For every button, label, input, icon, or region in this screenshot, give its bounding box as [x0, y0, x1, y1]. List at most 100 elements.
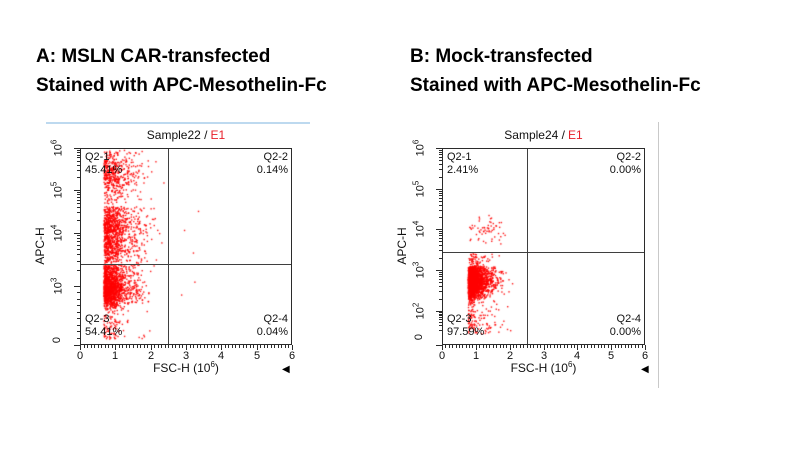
x-tick-label: 0	[76, 350, 84, 362]
plot-a-gate-name: E1	[210, 128, 226, 142]
y-axis-minor-tick	[439, 330, 442, 331]
x-axis-minor-tick	[243, 345, 244, 348]
x-axis-minor-tick	[581, 345, 582, 348]
x-axis-minor-tick	[182, 345, 183, 348]
x-tick-label: 2	[147, 350, 155, 362]
x-axis-tick	[577, 345, 578, 350]
y-axis-minor-tick	[439, 195, 442, 196]
x-axis-minor-tick	[235, 345, 236, 348]
x-axis-minor-tick	[513, 345, 514, 348]
x-axis-tick	[476, 345, 477, 350]
x-axis-minor-tick	[486, 345, 487, 348]
x-tick-label: 3	[182, 350, 190, 362]
y-axis-minor-tick	[439, 241, 442, 242]
x-axis-minor-tick	[211, 345, 212, 348]
x-axis-minor-tick	[618, 345, 619, 348]
y-axis-minor-tick	[77, 249, 80, 250]
y-axis-minor-tick	[77, 331, 80, 332]
x-axis-minor-tick	[260, 345, 261, 348]
x-axis-minor-tick	[140, 345, 141, 348]
y-axis-minor-tick	[439, 250, 442, 251]
x-axis-minor-tick	[452, 345, 453, 348]
quadrant-gate-horizontal	[443, 252, 644, 253]
x-tick-label: 4	[573, 350, 581, 362]
plot-b-gate-name: E1	[568, 128, 583, 142]
x-axis-minor-tick	[175, 345, 176, 348]
y-axis-minor-tick	[77, 192, 80, 193]
x-axis-minor-tick	[493, 345, 494, 348]
x-tick-label: 1	[472, 350, 480, 362]
y-axis-minor-tick	[77, 270, 80, 271]
y-axis-minor-tick	[77, 241, 80, 242]
x-axis-minor-tick	[179, 345, 180, 348]
x-axis-minor-tick	[489, 345, 490, 348]
panel-a-heading-line1: A: MSLN CAR-transfected	[36, 46, 271, 67]
x-axis-minor-tick	[281, 345, 282, 348]
x-axis-minor-tick	[193, 345, 194, 348]
x-axis-minor-tick	[274, 345, 275, 348]
y-axis-minor-tick	[77, 238, 80, 239]
y-tick-label: 106	[411, 139, 427, 157]
y-tick-label: 0	[51, 336, 63, 344]
x-axis-minor-tick	[129, 345, 130, 348]
y-axis-tick	[436, 189, 442, 190]
x-axis-minor-tick	[621, 345, 622, 348]
x-tick-label: 2	[506, 350, 514, 362]
y-axis-minor-tick	[439, 193, 442, 194]
x-axis-minor-tick	[239, 345, 240, 348]
y-axis-minor-tick	[439, 154, 442, 155]
x-axis-minor-tick	[232, 345, 233, 348]
axis-scroll-arrow-b-icon[interactable]: ◀	[641, 364, 649, 375]
y-axis-tick	[436, 229, 442, 230]
x-axis-minor-tick	[574, 345, 575, 348]
x-axis-tick	[115, 345, 116, 350]
quadrant-gate-vertical	[168, 149, 169, 344]
y-axis-minor-tick	[77, 177, 80, 178]
x-axis-minor-tick	[591, 345, 592, 348]
y-axis-minor-tick	[77, 245, 80, 246]
y-axis-minor-tick	[439, 258, 442, 259]
x-axis-minor-tick	[506, 345, 507, 348]
y-axis-minor-tick	[77, 152, 80, 153]
x-axis-minor-tick	[598, 345, 599, 348]
x-axis-minor-tick	[285, 345, 286, 348]
x-axis-minor-tick	[271, 345, 272, 348]
y-axis-minor-tick	[439, 245, 442, 246]
x-axis-tick	[257, 345, 258, 350]
x-axis-minor-tick	[105, 345, 106, 348]
y-axis-minor-tick	[77, 150, 80, 151]
y-axis-minor-tick	[439, 319, 442, 320]
x-tick-label: 0	[438, 350, 446, 362]
x-axis-minor-tick	[604, 345, 605, 348]
x-axis-minor-tick	[466, 345, 467, 348]
x-axis-minor-tick	[571, 345, 572, 348]
y-axis-minor-tick	[439, 160, 442, 161]
plot-b-x-axis-label: FSC-H (106)	[442, 360, 645, 375]
x-axis-minor-tick	[158, 345, 159, 348]
y-axis-minor-tick	[439, 274, 442, 275]
y-axis-minor-tick	[77, 312, 80, 313]
quadrant-label-q2-2-b: Q2-2 0.00%	[541, 151, 641, 177]
quadrant-id: Q2-3	[85, 313, 110, 325]
y-axis-minor-tick	[439, 312, 442, 313]
x-axis-minor-tick	[631, 345, 632, 348]
y-axis-minor-tick	[77, 305, 80, 306]
x-axis-minor-tick	[642, 345, 643, 348]
y-axis-minor-tick	[439, 205, 442, 206]
x-axis-tick	[544, 345, 545, 350]
y-axis-tick	[74, 233, 80, 234]
y-axis-tick	[74, 286, 80, 287]
quadrant-label-q2-1-b: Q2-1 2.41%	[447, 151, 478, 177]
quadrant-label-q2-4-b: Q2-4 0.00%	[541, 313, 641, 339]
axis-scroll-arrow-a-icon[interactable]: ◀	[282, 364, 290, 375]
x-axis-minor-tick	[147, 345, 148, 348]
y-axis-minor-tick	[439, 157, 442, 158]
x-axis-minor-tick	[638, 345, 639, 348]
x-axis-minor-tick	[214, 345, 215, 348]
x-label-text: FSC-H (10	[153, 361, 211, 375]
y-axis-minor-tick	[439, 201, 442, 202]
x-axis-tick	[292, 345, 293, 350]
y-tick-label: 104	[411, 220, 427, 238]
x-tick-label: 5	[253, 350, 261, 362]
